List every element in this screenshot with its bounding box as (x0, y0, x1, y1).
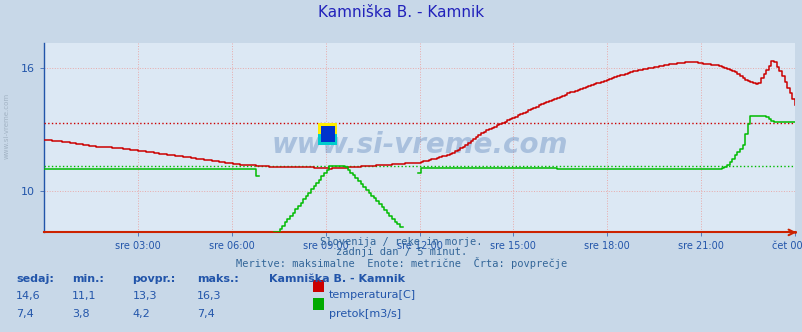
Text: maks.:: maks.: (196, 274, 238, 284)
Text: sedaj:: sedaj: (16, 274, 54, 284)
Text: 4,2: 4,2 (132, 309, 150, 319)
Text: min.:: min.: (72, 274, 104, 284)
Text: 3,8: 3,8 (72, 309, 90, 319)
Text: 14,6: 14,6 (16, 290, 41, 300)
Text: www.si-vreme.com: www.si-vreme.com (3, 93, 10, 159)
Text: 11,1: 11,1 (72, 290, 97, 300)
Bar (321, 126, 334, 141)
Text: pretok[m3/s]: pretok[m3/s] (329, 309, 401, 319)
Text: 13,3: 13,3 (132, 290, 157, 300)
Text: Kamniška B. - Kamnik: Kamniška B. - Kamnik (269, 274, 404, 284)
Text: Slovenija / reke in morje.: Slovenija / reke in morje. (320, 237, 482, 247)
Text: povpr.:: povpr.: (132, 274, 176, 284)
Text: Meritve: maksimalne  Enote: metrične  Črta: povprečje: Meritve: maksimalne Enote: metrične Črta… (236, 257, 566, 269)
Bar (318, 123, 337, 134)
Bar (318, 134, 337, 145)
Text: 7,4: 7,4 (16, 309, 34, 319)
Text: 7,4: 7,4 (196, 309, 214, 319)
Text: 16,3: 16,3 (196, 290, 221, 300)
Text: www.si-vreme.com: www.si-vreme.com (271, 131, 567, 159)
Text: zadnji dan / 5 minut.: zadnji dan / 5 minut. (335, 247, 467, 257)
Text: Kamniška B. - Kamnik: Kamniška B. - Kamnik (318, 5, 484, 20)
Text: temperatura[C]: temperatura[C] (329, 290, 415, 300)
